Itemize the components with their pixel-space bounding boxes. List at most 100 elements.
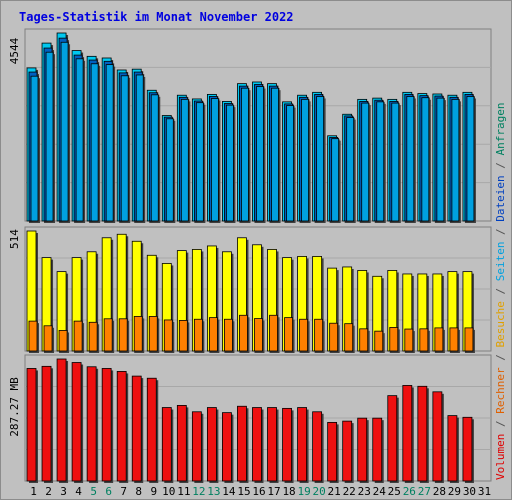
x-tick-label: 13 [207, 485, 220, 498]
bar-rechner [389, 327, 399, 352]
legend-entry: / [494, 155, 507, 168]
legend-entry: Seiten [494, 235, 507, 281]
x-tick-label: 15 [237, 485, 250, 498]
bar-seiten [105, 64, 114, 222]
x-tick-label: 2 [45, 485, 52, 498]
bar-volumen [131, 375, 142, 482]
bar-seiten [241, 87, 249, 222]
bar-volumen [146, 377, 157, 482]
x-tick-label: 4 [75, 485, 82, 498]
bar-rechner [449, 327, 459, 352]
x-tick-label: 19 [297, 485, 310, 498]
bar-seiten [316, 96, 325, 222]
x-tick-label: 23 [358, 485, 371, 498]
bar-volumen [342, 420, 353, 482]
x-tick-label: 18 [282, 485, 295, 498]
bar-volumen [432, 391, 443, 482]
bar-seiten [30, 75, 39, 222]
bar-seiten [165, 118, 174, 222]
bar-volumen [267, 407, 277, 482]
bar-rechner [28, 320, 38, 352]
bar-seiten [120, 75, 129, 222]
x-tick-label: 1 [30, 485, 37, 498]
bar-seiten [331, 138, 340, 222]
bar-volumen [282, 407, 292, 482]
x-tick-label: 9 [150, 485, 157, 498]
bar-volumen [191, 411, 202, 482]
x-tick-label: 31 [478, 485, 491, 498]
y-max-label: 514 [8, 229, 21, 249]
x-tick-label: 26 [403, 485, 416, 498]
bar-rechner [224, 318, 233, 352]
bar-seiten [361, 102, 370, 222]
bar-volumen [206, 407, 217, 482]
bar-rechner [58, 330, 68, 352]
bar-rechner [299, 318, 308, 352]
y-max-label: 287.27 MB [8, 377, 21, 437]
x-tick-label: 17 [267, 485, 280, 498]
bar-rechner [118, 318, 128, 352]
x-tick-label: 27 [418, 485, 431, 498]
bar-seiten [180, 98, 189, 222]
bar-seiten [451, 98, 460, 222]
legend-entry: / [494, 281, 507, 294]
x-tick-label: 21 [328, 485, 341, 498]
legend-entry: Rechner [494, 361, 507, 414]
bar-rechner [163, 319, 173, 352]
bar-seiten [391, 102, 400, 222]
x-tick-label: 16 [252, 485, 265, 498]
bar-seiten [301, 98, 309, 222]
bar-rechner [239, 314, 248, 352]
bar-seiten [271, 87, 279, 222]
bar-rechner [73, 320, 83, 352]
legend-entry: Volumen [494, 427, 507, 480]
bar-volumen [297, 407, 307, 482]
bar-rechner [88, 321, 98, 352]
x-tick-label: 29 [448, 485, 461, 498]
x-tick-label: 28 [433, 485, 446, 498]
x-tick-label: 22 [343, 485, 356, 498]
bar-seiten [421, 97, 430, 222]
bar-seiten [135, 74, 144, 222]
x-tick-label: 10 [162, 485, 175, 498]
bar-volumen [357, 417, 368, 482]
bar-volumen [252, 407, 262, 482]
bar-rechner [178, 320, 188, 352]
bar-seiten [466, 96, 475, 222]
bar-seiten [406, 96, 415, 222]
bar-rechner [284, 317, 293, 352]
y-max-label: 4544 [8, 37, 21, 64]
bar-volumen [237, 405, 247, 482]
bar-rechner [193, 318, 203, 352]
bar-volumen [101, 368, 112, 482]
legend-entry: / [494, 222, 507, 235]
bar-rechner [329, 322, 339, 352]
bar-volumen [116, 371, 127, 482]
x-tick-label: 5 [90, 485, 97, 498]
legend-entry: Anfragen [494, 102, 507, 155]
bar-rechner [464, 327, 474, 352]
x-tick-label: 30 [463, 485, 476, 498]
legend-text: Volumen / Rechner / Besuche / Seiten / D… [494, 102, 507, 480]
bar-rechner [208, 317, 218, 352]
legend-entry: Dateien [494, 169, 507, 222]
bar-seiten [90, 63, 99, 222]
x-tick-label: 6 [105, 485, 112, 498]
chart-title: Tages-Statistik im Monat November 2022 [19, 10, 294, 24]
bar-seiten [286, 105, 294, 222]
legend: Volumen / Rechner / Besuche / Seiten / D… [494, 102, 507, 480]
bar-volumen [417, 385, 428, 482]
bar-volumen [372, 417, 383, 482]
bar-rechner [148, 316, 158, 352]
x-tick-label: 24 [373, 485, 387, 498]
bar-volumen [176, 405, 187, 482]
bar-volumen [26, 368, 37, 482]
bar-volumen [161, 407, 172, 482]
bar-rechner [404, 328, 414, 352]
bar-volumen [327, 421, 338, 482]
bar-volumen [387, 395, 398, 482]
bar-volumen [86, 366, 97, 482]
bar-volumen [71, 362, 82, 482]
